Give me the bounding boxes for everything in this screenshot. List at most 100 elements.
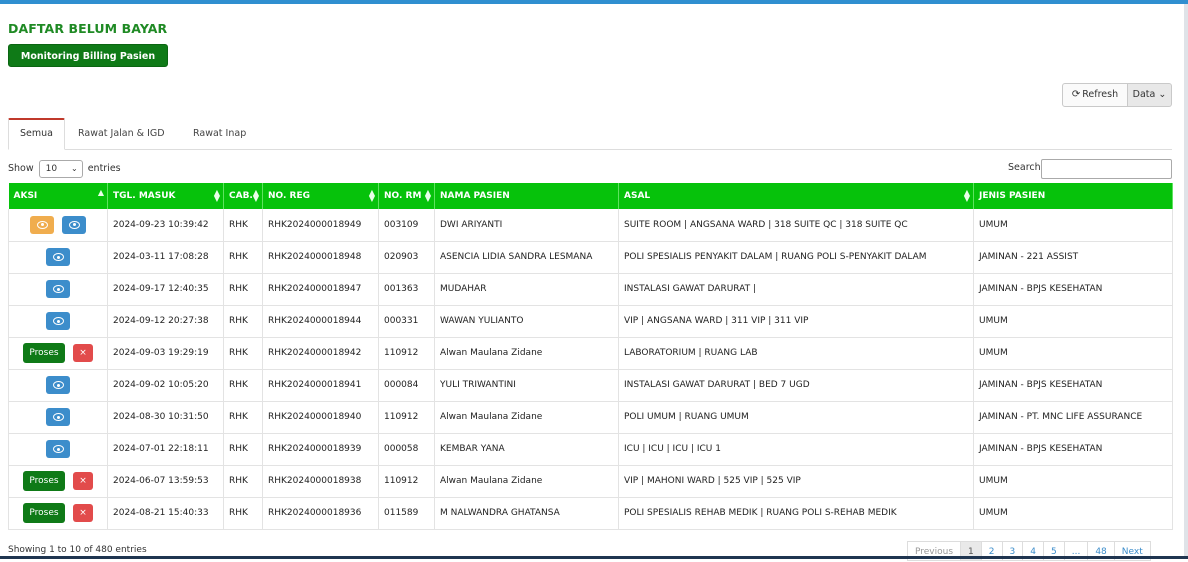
entries-label: entries — [87, 163, 121, 174]
col-asal[interactable]: ASAL ▲ ▼ — [618, 183, 974, 209]
view-button[interactable] — [46, 440, 70, 458]
cell-asal: POLI UMUM | RUANG UMUM — [618, 401, 974, 434]
row-actions — [8, 369, 108, 402]
chevron-down-icon: ⌄ — [70, 163, 78, 173]
col-jenis-pasien[interactable]: JENIS PASIEN — [973, 183, 1173, 209]
cell-no-reg: RHK2024000018944 — [262, 305, 379, 338]
cell-cab: RHK — [223, 241, 263, 274]
table-info: Showing 1 to 10 of 480 entries — [8, 545, 147, 555]
tab-rawat-jalan-igd[interactable]: Rawat Jalan & IGD — [78, 128, 165, 139]
col-cab[interactable]: CAB. ▲ ▼ — [223, 183, 263, 209]
delete-button[interactable]: × — [73, 504, 93, 522]
table-row: 2024-09-12 20:27:38 RHK RHK2024000018944 00… — [8, 305, 1173, 338]
cell-cab: RHK — [223, 401, 263, 434]
cell-tgl-masuk: 2024-09-02 10:05:20 — [107, 369, 224, 402]
delete-button[interactable]: × — [73, 344, 93, 362]
cell-no-rm: 110912 — [378, 465, 435, 498]
view-button[interactable] — [62, 215, 86, 234]
eye-icon — [52, 413, 64, 421]
row-actions: Proses × — [8, 497, 108, 530]
cell-jenis-pasien: UMUM — [973, 497, 1173, 530]
refresh-button[interactable]: ⟳ Refresh — [1062, 83, 1128, 107]
cell-no-rm: 110912 — [378, 401, 435, 434]
chevron-down-icon: ⌄ — [1158, 89, 1167, 100]
col-jenis-label: JENIS PASIEN — [979, 191, 1046, 201]
proses-button[interactable]: Proses — [23, 471, 65, 491]
cell-jenis-pasien: JAMINAN - BPJS KESEHATAN — [973, 433, 1173, 466]
show-label: Show — [8, 163, 34, 174]
cell-jenis-pasien: JAMINAN - BPJS KESEHATAN — [973, 273, 1173, 306]
proses-button[interactable]: Proses — [23, 503, 65, 523]
cell-asal: VIP | ANGSANA WARD | 311 VIP | 311 VIP — [618, 305, 974, 338]
billing-table: AKSI ▲ TGL. MASUK ▲ ▼ CAB. ▲ ▼ NO. REG ▲ ▼ NO. … — [8, 183, 1173, 530]
eye-icon — [52, 317, 64, 325]
cell-no-reg: RHK2024000018947 — [262, 273, 379, 306]
cell-no-rm: 011589 — [378, 497, 435, 530]
monitoring-billing-button[interactable]: Monitoring Billing Pasien BPJS — [8, 44, 168, 85]
table-row: 2024-09-02 10:05:20 RHK RHK2024000018941 00… — [8, 369, 1173, 402]
page-scrollbar[interactable] — [1184, 4, 1188, 559]
tab-bar: Semua Rawat Jalan & IGD Rawat Inap — [8, 118, 1172, 150]
row-actions — [8, 305, 108, 338]
page-title: DAFTAR BELUM BAYAR — [8, 21, 168, 36]
eye-icon — [52, 253, 64, 261]
delete-button[interactable]: × — [73, 472, 93, 490]
cell-no-reg: RHK2024000018942 — [262, 337, 379, 370]
sort-icon: ▲ ▼ — [213, 188, 220, 203]
cell-tgl-masuk: 2024-08-21 15:40:33 — [107, 497, 224, 530]
col-nama-pasien[interactable]: NAMA PASIEN — [434, 183, 619, 209]
entries-value: 10 — [45, 163, 58, 174]
view-button[interactable] — [46, 280, 70, 298]
eye-icon — [52, 445, 64, 453]
table-row: 2024-09-17 12:40:35 RHK RHK2024000018947 00… — [8, 273, 1173, 306]
view-button[interactable] — [46, 248, 70, 266]
col-reg-label: NO. REG — [268, 191, 311, 201]
cell-no-reg: RHK2024000018948 — [262, 241, 379, 274]
tab-semua[interactable]: Semua — [8, 118, 65, 150]
eye-icon — [52, 381, 64, 389]
table-row: 2024-08-30 10:31:50 RHK RHK2024000018940 11… — [8, 401, 1173, 434]
row-actions — [8, 273, 108, 306]
cell-cab: RHK — [223, 209, 263, 242]
entries-select[interactable]: 10 ⌄ — [38, 159, 83, 178]
col-tgl-label: TGL. MASUK — [113, 191, 176, 201]
view-button[interactable] — [46, 376, 70, 394]
tab-rawat-inap[interactable]: Rawat Inap — [193, 128, 247, 139]
cell-tgl-masuk: 2024-09-12 20:27:38 — [107, 305, 224, 338]
cell-no-reg: RHK2024000018949 — [262, 209, 379, 242]
cell-tgl-masuk: 2024-09-23 10:39:42 — [107, 209, 224, 242]
cell-no-reg: RHK2024000018941 — [262, 369, 379, 402]
view-pending-button[interactable] — [30, 215, 54, 234]
cell-cab: RHK — [223, 497, 263, 530]
proses-button[interactable]: Proses — [23, 343, 65, 363]
cell-no-rm: 003109 — [378, 209, 435, 242]
view-button[interactable] — [46, 312, 70, 330]
show-entries-control: Show 10 ⌄ entries — [8, 159, 121, 179]
cell-cab: RHK — [223, 465, 263, 498]
cell-asal: VIP | MAHONI WARD | 525 VIP | 525 VIP — [618, 465, 974, 498]
cell-no-reg: RHK2024000018936 — [262, 497, 379, 530]
col-tgl-masuk[interactable]: TGL. MASUK ▲ ▼ — [107, 183, 224, 209]
col-no-rm[interactable]: NO. RM ▲ ▼ — [378, 183, 435, 209]
col-no-reg[interactable]: NO. REG ▲ ▼ — [262, 183, 379, 209]
col-rm-label: NO. RM — [384, 191, 422, 201]
cell-no-reg: RHK2024000018939 — [262, 433, 379, 466]
sort-icon: ▲ ▼ — [963, 188, 970, 203]
table-row: 2024-09-23 10:39:42 RHK RHK2024000018949 00… — [8, 209, 1173, 242]
sort-icon: ▲ ▼ — [252, 188, 259, 203]
eye-icon — [36, 220, 48, 229]
cell-asal: LABORATORIUM | RUANG LAB — [618, 337, 974, 370]
cell-cab: RHK — [223, 433, 263, 466]
data-label: Data — [1132, 89, 1156, 100]
data-dropdown-button[interactable]: Data ⌄ — [1128, 83, 1172, 107]
col-aksi[interactable]: AKSI ▲ — [8, 183, 108, 209]
cell-nama-pasien: DWI ARIYANTI — [434, 209, 619, 242]
cell-nama-pasien: WAWAN YULIANTO — [434, 305, 619, 338]
view-button[interactable] — [46, 408, 70, 426]
cell-nama-pasien: ASENCIA LIDIA SANDRA LESMANA — [434, 241, 619, 274]
cell-tgl-masuk: 2024-09-03 19:29:19 — [107, 337, 224, 370]
cell-asal: INSTALASI GAWAT DARURAT | BED 7 UGD — [618, 369, 974, 402]
cell-cab: RHK — [223, 337, 263, 370]
cell-tgl-masuk: 2024-08-30 10:31:50 — [107, 401, 224, 434]
search-input[interactable] — [1041, 159, 1172, 179]
